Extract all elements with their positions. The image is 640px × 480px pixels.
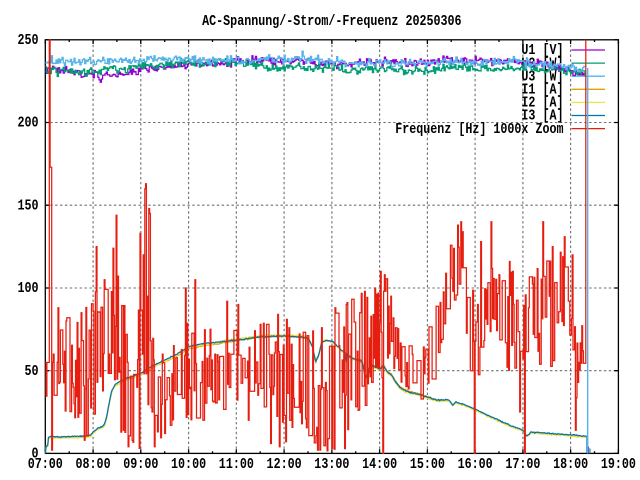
svg-text:250: 250 — [17, 32, 38, 48]
svg-text:09:00: 09:00 — [123, 456, 158, 472]
svg-text:14:00: 14:00 — [362, 456, 397, 472]
svg-text:U1 [V]: U1 [V] — [521, 42, 563, 58]
svg-text:Frequenz [Hz] 1000x Zoom: Frequenz [Hz] 1000x Zoom — [395, 121, 563, 137]
svg-text:16:00: 16:00 — [458, 456, 493, 472]
svg-text:I2 [A]: I2 [A] — [521, 95, 563, 111]
svg-text:I3 [A]: I3 [A] — [521, 108, 563, 124]
svg-text:AC-Spannung/-Strom/-Frequenz 2: AC-Spannung/-Strom/-Frequenz 20250306 — [202, 13, 462, 29]
svg-text:07:00: 07:00 — [28, 456, 63, 472]
svg-text:50: 50 — [24, 363, 38, 379]
svg-text:11:00: 11:00 — [219, 456, 254, 472]
svg-text:12:00: 12:00 — [267, 456, 302, 472]
svg-text:100: 100 — [17, 280, 38, 296]
svg-text:I1 [A]: I1 [A] — [521, 81, 563, 97]
svg-text:08:00: 08:00 — [76, 456, 111, 472]
svg-text:19:00: 19:00 — [601, 456, 636, 472]
svg-text:U3 [W]: U3 [W] — [521, 68, 563, 84]
svg-text:15:00: 15:00 — [410, 456, 445, 472]
svg-text:0: 0 — [31, 446, 38, 462]
svg-text:17:00: 17:00 — [505, 456, 540, 472]
svg-text:10:00: 10:00 — [171, 456, 206, 472]
svg-text:150: 150 — [17, 197, 38, 213]
svg-text:200: 200 — [17, 115, 38, 131]
svg-text:13:00: 13:00 — [314, 456, 349, 472]
svg-text:18:00: 18:00 — [553, 456, 588, 472]
